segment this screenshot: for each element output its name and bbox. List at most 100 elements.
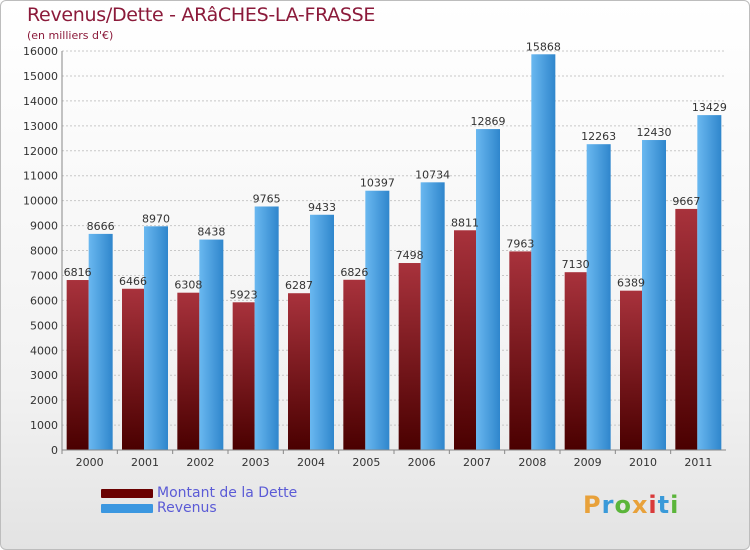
data-label-dette: 6287 <box>285 279 313 292</box>
data-label-revenus: 12430 <box>637 126 672 139</box>
x-tick-label: 2005 <box>352 456 380 469</box>
x-tick-label: 2011 <box>684 456 712 469</box>
bar-revenus <box>697 115 722 450</box>
y-tick-label: 9000 <box>30 220 58 233</box>
bar-revenus <box>586 144 611 450</box>
bar-revenus <box>420 182 445 451</box>
data-label-revenus: 10734 <box>415 168 450 181</box>
y-tick-label: 16000 <box>23 45 58 58</box>
bar-revenus <box>199 239 224 450</box>
logo-letter: o <box>614 491 632 519</box>
chart-subtitle: (en milliers d'€) <box>27 29 114 42</box>
data-label-revenus: 10397 <box>360 177 395 190</box>
y-tick-label: 15000 <box>23 70 58 83</box>
y-tick-label: 3000 <box>30 369 58 382</box>
bar-dette <box>122 288 144 450</box>
logo-letter: x <box>631 491 649 519</box>
y-tick-label: 5000 <box>30 319 58 332</box>
bar-dette <box>454 230 476 450</box>
data-label-dette: 7963 <box>506 237 534 250</box>
chart-title: Revenus/Dette - ARâCHES-LA-FRASSE <box>27 4 376 26</box>
data-label-revenus: 12263 <box>581 130 616 143</box>
y-tick-label: 7000 <box>30 269 58 282</box>
x-tick-label: 2007 <box>463 456 491 469</box>
logo-letter: r <box>601 491 615 519</box>
y-tick-label: 4000 <box>30 344 58 357</box>
labels-layer: 6816 8666 6466 8970 6308 8438 5923 9765 6287 9433… <box>64 40 727 301</box>
bar-dette <box>343 279 366 450</box>
bar-dette <box>66 280 89 450</box>
y-tick-label: 8000 <box>30 245 58 258</box>
data-label-revenus: 8438 <box>197 226 225 239</box>
y-tick-label: 11000 <box>23 170 58 183</box>
x-tick-label: 2002 <box>186 456 214 469</box>
proxiti-logo: Proxiti <box>583 491 679 519</box>
data-label-revenus: 12869 <box>471 115 506 128</box>
data-label-dette: 6389 <box>617 277 645 290</box>
data-label-revenus: 8666 <box>87 220 115 233</box>
data-label-dette: 9667 <box>672 195 700 208</box>
bar-dette <box>398 263 421 450</box>
y-tick-label: 13000 <box>23 120 58 133</box>
logo-letter: t <box>657 491 671 519</box>
data-label-dette: 6826 <box>340 266 368 279</box>
data-label-revenus: 13429 <box>692 101 727 114</box>
bar-revenus <box>144 226 168 450</box>
bar-dette <box>675 208 698 450</box>
data-label-dette: 6308 <box>174 279 202 292</box>
x-tick-label: 2009 <box>574 456 602 469</box>
data-label-dette: 5923 <box>230 288 258 301</box>
bar-revenus <box>476 129 500 450</box>
y-tick-label: 1000 <box>30 419 58 432</box>
y-tick-label: 12000 <box>23 145 58 158</box>
data-label-dette: 7498 <box>396 249 424 262</box>
legend-label-revenus: Revenus <box>157 500 217 516</box>
legend: Montant de la Dette Revenus <box>101 486 297 516</box>
legend-swatch-revenus <box>101 504 153 513</box>
bar-dette <box>564 272 587 450</box>
grid-layer <box>62 50 726 451</box>
logo-letter: P <box>583 491 602 519</box>
data-label-revenus: 9765 <box>253 192 281 205</box>
bar-revenus <box>88 233 113 450</box>
bar-revenus <box>365 190 390 451</box>
legend-swatch-dette <box>101 489 153 498</box>
legend-item-dette: Montant de la Dette <box>101 486 297 501</box>
logo-letter: i <box>648 491 658 519</box>
axis-layer: 0 1000 2000 3000 4000 5000 6000 7000 8000 9000 100… <box>23 45 726 469</box>
bar-revenus <box>310 214 334 450</box>
y-tick-label: 6000 <box>30 294 58 307</box>
y-tick-label: 2000 <box>30 394 58 407</box>
bars-layer <box>66 54 722 451</box>
bar-revenus <box>531 54 556 450</box>
bar-dette <box>509 251 532 450</box>
x-tick-label: 2006 <box>408 456 436 469</box>
data-label-dette: 6816 <box>64 266 92 279</box>
bar-dette <box>288 293 310 450</box>
x-tick-label: 2004 <box>297 456 325 469</box>
x-tick-label: 2003 <box>242 456 270 469</box>
y-tick-label: 0 <box>51 444 58 457</box>
data-label-revenus: 15868 <box>526 40 561 53</box>
x-tick-label: 2010 <box>629 456 657 469</box>
y-tick-label: 14000 <box>23 95 58 108</box>
data-label-dette: 8811 <box>451 216 479 229</box>
x-tick-label: 2000 <box>76 456 104 469</box>
bar-revenus <box>642 140 666 451</box>
bar-dette <box>232 302 255 450</box>
bar-dette <box>620 290 642 450</box>
bar-dette <box>177 292 200 450</box>
x-tick-label: 2001 <box>131 456 159 469</box>
data-label-dette: 7130 <box>562 258 590 271</box>
data-label-revenus: 8970 <box>142 212 170 225</box>
bar-revenus <box>254 206 279 450</box>
data-label-revenus: 9433 <box>308 201 336 214</box>
y-tick-label: 10000 <box>23 195 58 208</box>
data-label-dette: 6466 <box>119 275 147 288</box>
legend-label-dette: Montant de la Dette <box>157 485 298 501</box>
logo-letter: i <box>670 491 680 519</box>
legend-item-revenus: Revenus <box>101 501 297 516</box>
x-tick-label: 2008 <box>518 456 546 469</box>
